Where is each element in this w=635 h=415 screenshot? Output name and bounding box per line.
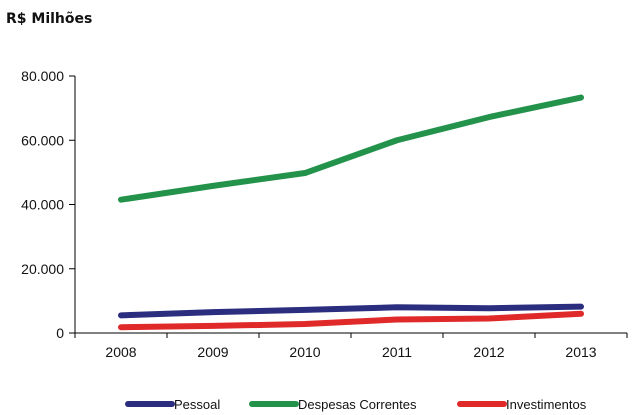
x-tick-label: 2009 xyxy=(197,344,228,360)
series-line-despesas-correntes xyxy=(118,94,584,203)
x-tick-label: 2008 xyxy=(105,344,136,360)
legend-label: Despesas Correntes xyxy=(298,397,417,412)
y-axis: 0 20.000 40.000 60.000 80.000 xyxy=(21,68,76,341)
x-axis: 2008 2009 2010 2011 2012 2013 xyxy=(74,332,628,360)
series-line-pessoal xyxy=(118,303,584,319)
legend: Pessoal Despesas Correntes Investimentos xyxy=(125,397,587,412)
legend-label: Pessoal xyxy=(174,397,220,412)
x-tick-label: 2011 xyxy=(382,344,412,360)
y-tick-label: 40.000 xyxy=(21,197,64,213)
series-line-investimentos xyxy=(118,310,584,331)
x-ticks: 2008 2009 2010 2011 2012 2013 xyxy=(74,333,628,360)
legend-label: Investimentos xyxy=(506,397,587,412)
x-tick-label: 2010 xyxy=(289,344,320,360)
x-tick-label: 2012 xyxy=(473,344,504,360)
x-tick-label: 2013 xyxy=(565,344,596,360)
y-tick-label: 80.000 xyxy=(21,68,64,84)
y-tick-label: 0 xyxy=(56,325,64,341)
y-tick-label: 60.000 xyxy=(21,132,64,148)
chart-title: R$ Milhões xyxy=(6,11,93,27)
y-ticks: 0 20.000 40.000 60.000 80.000 xyxy=(21,68,75,341)
y-tick-label: 20.000 xyxy=(21,261,64,277)
series-lines xyxy=(118,94,584,331)
